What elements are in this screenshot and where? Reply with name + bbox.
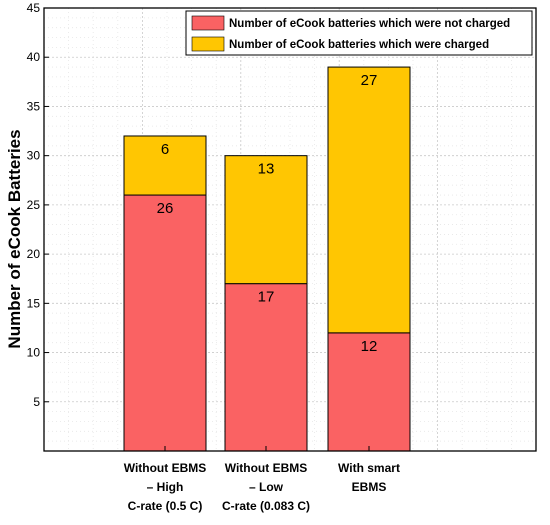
x-category-label: Without EBMS xyxy=(124,461,207,475)
bar-data-label: 6 xyxy=(161,141,169,158)
bar-data-label: 13 xyxy=(258,161,275,178)
legend-entry-not-charged: Number of eCook batteries which were not… xyxy=(229,18,510,30)
y-tick-label: 10 xyxy=(27,346,41,360)
y-tick-label: 35 xyxy=(27,99,41,113)
y-tick-label: 20 xyxy=(27,247,41,261)
bar-data-label: 27 xyxy=(361,72,378,89)
x-category-label: With smart xyxy=(338,461,400,475)
y-tick-label: 45 xyxy=(27,1,41,15)
bar-segment-charged xyxy=(327,66,411,334)
y-tick-label: 25 xyxy=(27,198,41,212)
x-category-label: C-rate (0.083 C) xyxy=(222,499,310,513)
y-axis-ticks: 5 10 15 20 25 30 35 40 45 xyxy=(27,1,49,409)
plot-frame xyxy=(43,7,537,452)
bar-segment-charged xyxy=(123,135,207,196)
bar-segment-not-charged xyxy=(327,332,411,452)
x-category-label: – High xyxy=(147,480,184,494)
legend-swatch-charged xyxy=(191,36,225,52)
y-tick-label: 5 xyxy=(33,395,40,409)
bar-segment-charged xyxy=(224,155,308,285)
legend-entry-charged: Number of eCook batteries which were cha… xyxy=(229,39,489,51)
x-category-label: EBMS xyxy=(352,480,387,494)
x-category-label: C-rate (0.5 C) xyxy=(128,499,203,513)
x-category-label: Without EBMS xyxy=(225,461,308,475)
y-tick-label: 30 xyxy=(27,149,41,163)
legend-box xyxy=(185,10,533,56)
x-category-label: – Low xyxy=(249,480,284,494)
y-axis-label: Number of eCook Batteries xyxy=(5,129,24,348)
bar-segment-not-charged xyxy=(123,194,207,452)
bar-segment-not-charged xyxy=(224,283,308,452)
legend-swatch-not-charged xyxy=(191,15,225,31)
bars xyxy=(123,66,411,452)
x-axis-categories: Without EBMS – High C-rate (0.5 C) Without … xyxy=(124,446,400,513)
bar-data-label: 26 xyxy=(157,200,174,217)
data-labels: 26 6 17 13 12 27 xyxy=(157,72,378,355)
bar-data-label: 17 xyxy=(258,289,275,306)
legend: Number of eCook batteries which were not… xyxy=(185,10,533,56)
bar-data-label: 12 xyxy=(361,338,378,355)
y-tick-label: 40 xyxy=(27,50,41,64)
y-tick-label: 15 xyxy=(27,296,41,310)
